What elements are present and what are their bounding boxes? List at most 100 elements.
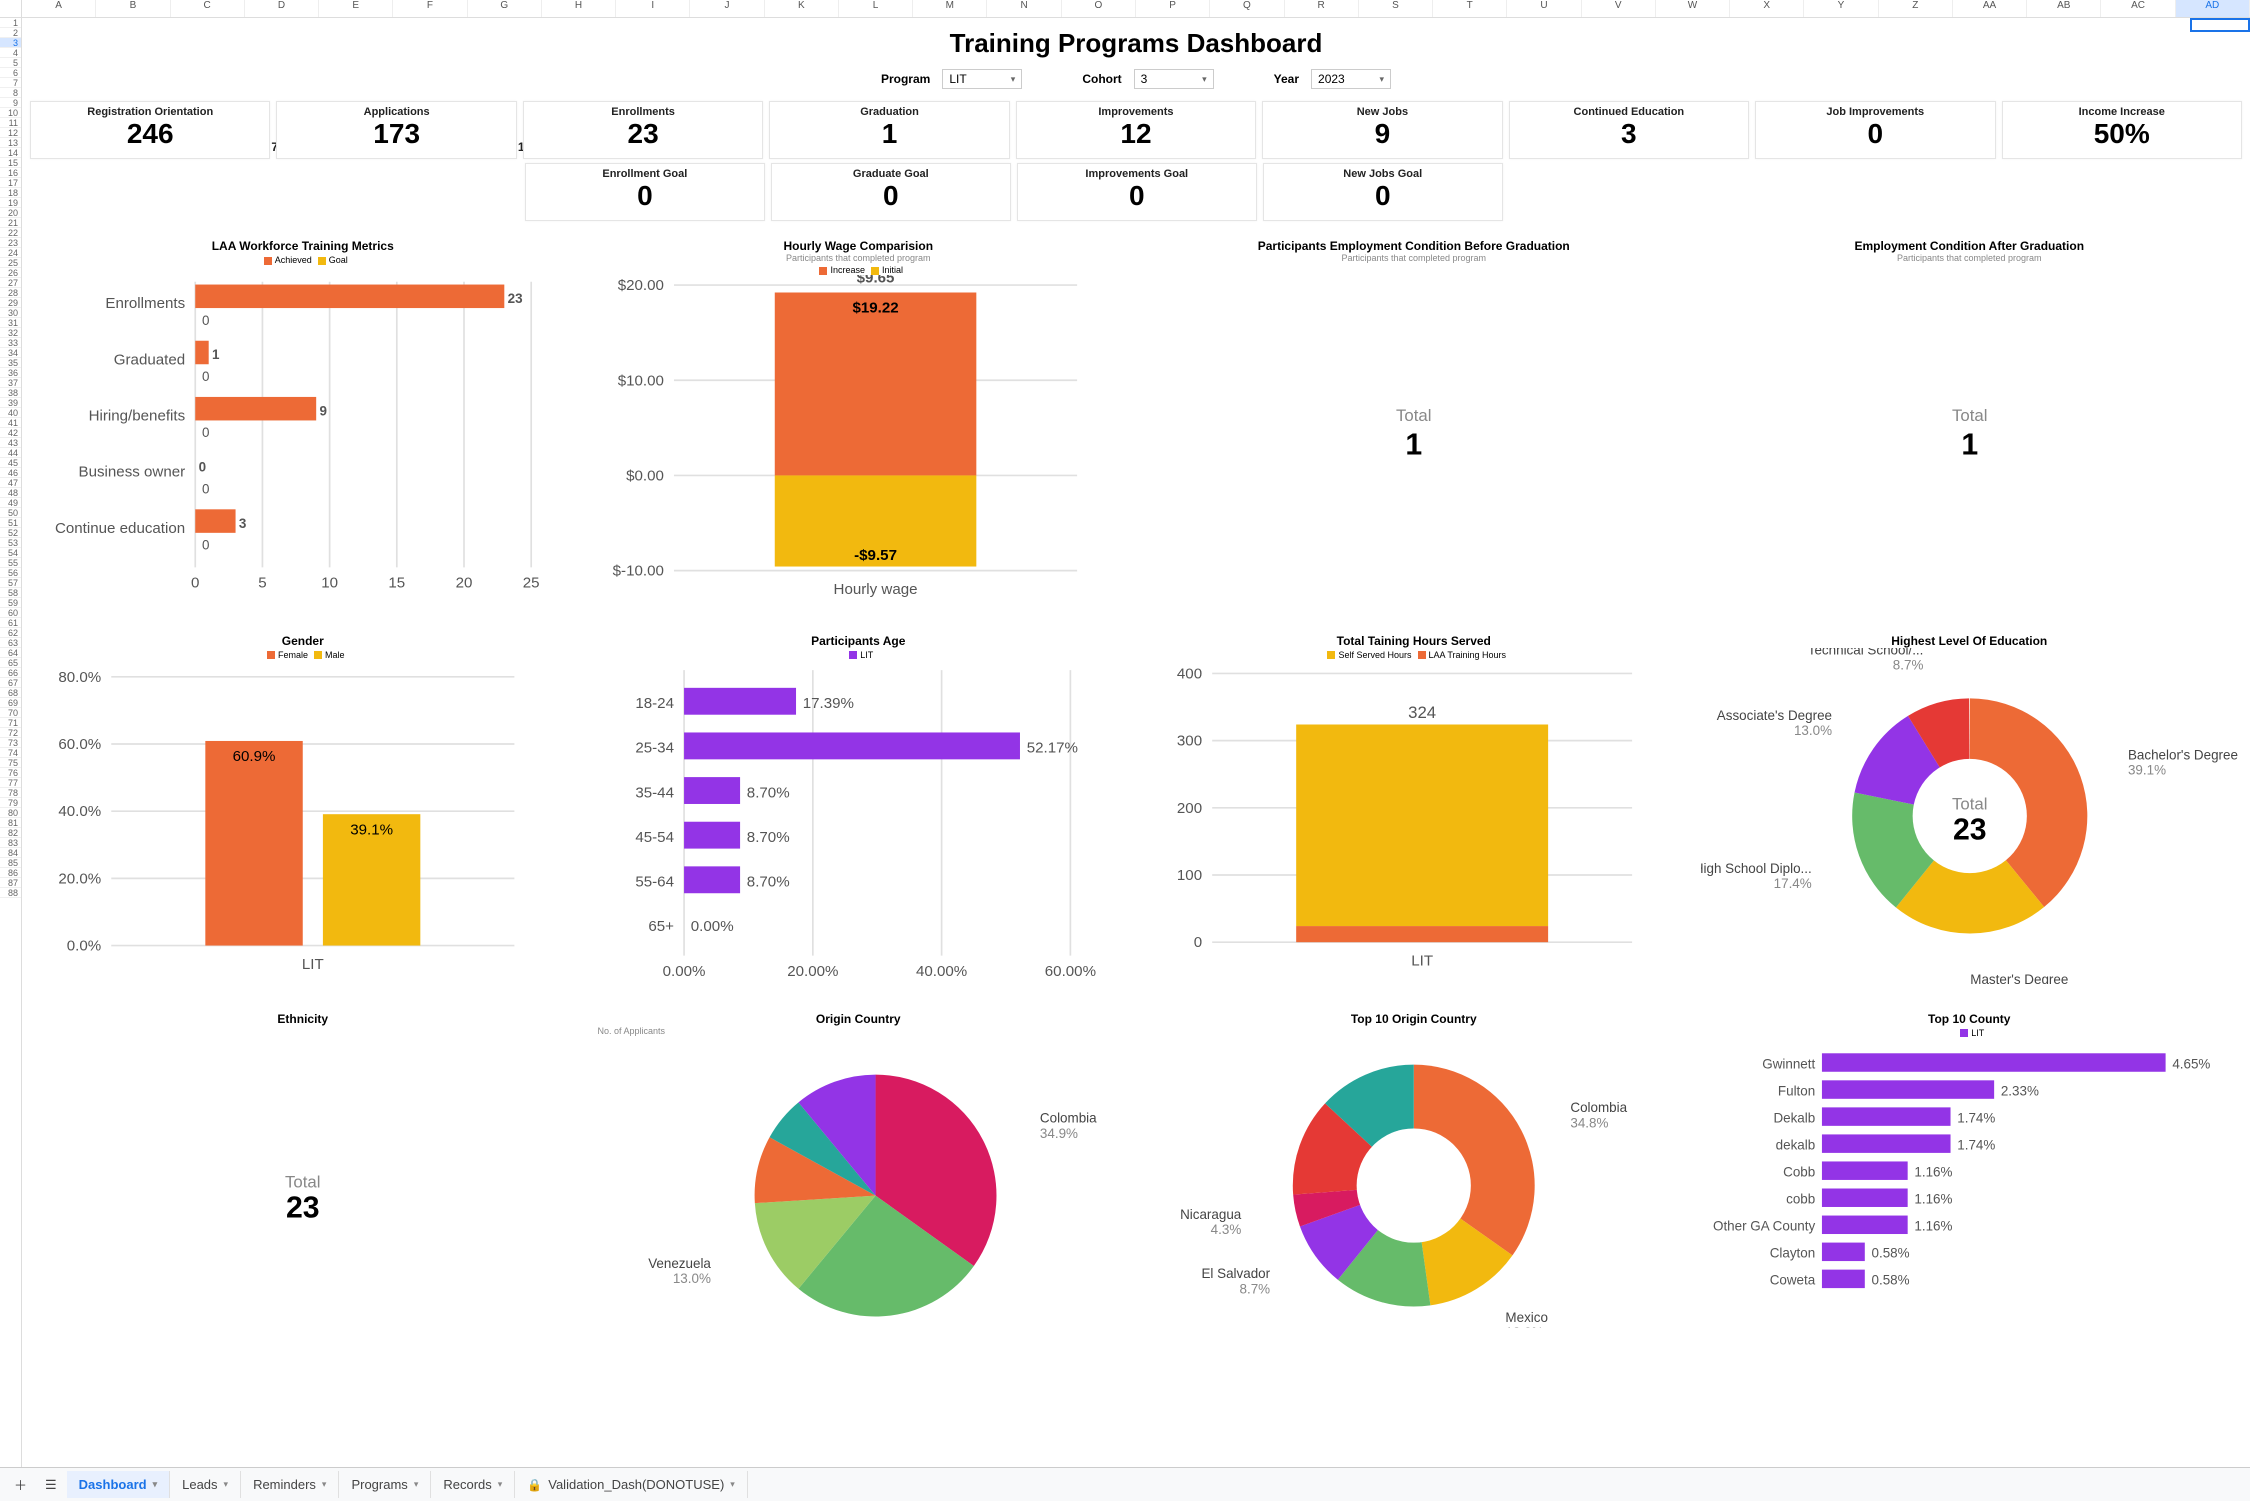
svg-text:34.9%: 34.9% [1039,1125,1077,1140]
svg-text:Total: Total [1396,406,1431,425]
svg-text:100: 100 [1177,867,1202,884]
svg-text:0.0%: 0.0% [67,937,101,954]
year-select[interactable]: 2023▾ [1311,69,1391,89]
svg-text:60.00%: 60.00% [1044,963,1095,980]
svg-text:80.0%: 80.0% [58,669,101,686]
svg-text:34.8%: 34.8% [1570,1115,1608,1130]
kpi-card: Enrollments234% [523,101,763,159]
svg-text:$9.65: $9.65 [856,275,894,286]
svg-text:-$9.57: -$9.57 [854,547,897,564]
chevron-down-icon: ▾ [1011,74,1016,85]
svg-text:13.0%: 13.0% [1793,723,1831,738]
kpi-card: Improvements12 [1016,101,1256,159]
chevron-down-icon: ▾ [224,1479,229,1490]
add-sheet-button[interactable]: ＋ [6,1469,35,1500]
svg-text:23: 23 [1952,813,1986,846]
cohort-select[interactable]: 3▾ [1134,69,1214,89]
age-chart: Participants Age LIT 0.00%20.00%40.00%60… [586,630,1132,998]
svg-text:45-54: 45-54 [635,829,674,846]
svg-text:13.0%: 13.0% [672,1271,710,1286]
gender-chart: Gender FemaleMale 0.0%20.0%40.0%60.0%80.… [30,630,576,998]
year-label: Year [1274,72,1299,86]
svg-text:Associate's Degree: Associate's Degree [1716,708,1831,723]
svg-text:Total: Total [1952,406,1987,425]
svg-text:8.7%: 8.7% [1892,657,1923,672]
hours-chart: Total Taining Hours Served Self Served H… [1141,630,1687,998]
svg-text:$0.00: $0.00 [626,467,664,484]
lock-icon: 🔒 [527,1478,542,1492]
svg-text:0: 0 [202,481,209,496]
svg-text:1.74%: 1.74% [1957,1137,1995,1152]
svg-text:Hourly wage: Hourly wage [833,581,917,598]
svg-text:Bachelor's Degree: Bachelor's Degree [2127,747,2237,762]
svg-text:Total: Total [285,1172,320,1191]
all-sheets-button[interactable]: ☰ [37,1471,65,1499]
sheet-tab[interactable]: 🔒Validation_Dash(DONOTUSE)▾ [515,1471,748,1498]
svg-text:8.70%: 8.70% [746,829,789,846]
top10-origin-chart: Top 10 Origin Country Colombia34.8%Mexic… [1141,1008,1687,1330]
svg-text:0: 0 [191,575,199,592]
svg-text:$20.00: $20.00 [617,277,663,294]
svg-text:40.0%: 40.0% [58,803,101,820]
kpi-card: Registration Orientation24670% [30,101,270,159]
edu-chart: Highest Level Of Education Total23Bachel… [1697,630,2243,998]
sheet-tabs: ＋ ☰ Dashboard▾Leads▾Reminders▾Programs▾R… [0,1467,2250,1501]
sheet-tab[interactable]: Leads▾ [170,1471,241,1498]
svg-text:20.0%: 20.0% [58,870,101,887]
origin-pie-chart: Origin Country No. of Applicants Colombi… [586,1008,1132,1330]
sheet-tab[interactable]: Records▾ [431,1471,515,1498]
svg-text:$-10.00: $-10.00 [612,563,663,580]
sheet-tab[interactable]: Reminders▾ [241,1471,339,1498]
svg-text:25-34: 25-34 [635,739,674,756]
sheet-tab[interactable]: Dashboard▾ [67,1471,170,1498]
svg-text:$10.00: $10.00 [617,372,663,389]
svg-text:0: 0 [202,369,209,384]
svg-text:Mexico: Mexico [1505,1310,1548,1325]
svg-text:Hiring/benefits: Hiring/benefits [89,407,186,424]
svg-text:17.39%: 17.39% [802,695,853,712]
svg-text:0: 0 [202,538,209,553]
chevron-down-icon: ▾ [153,1479,158,1490]
svg-text:18-24: 18-24 [635,695,674,712]
chevron-down-icon: ▾ [498,1479,503,1490]
svg-text:dekalb: dekalb [1775,1137,1815,1152]
chevron-down-icon: ▾ [1202,74,1207,85]
dashboard-title: Training Programs Dashboard [30,28,2242,59]
sheet-tab[interactable]: Programs▾ [339,1471,431,1498]
chevron-down-icon: ▾ [414,1479,419,1490]
svg-text:0: 0 [202,425,209,440]
svg-text:1.16%: 1.16% [1914,1191,1952,1206]
svg-text:2.33%: 2.33% [2000,1083,2038,1098]
svg-text:55-64: 55-64 [635,873,674,890]
svg-text:Continue education: Continue education [55,520,185,537]
svg-text:20: 20 [456,575,473,592]
svg-text:25: 25 [523,575,540,592]
filter-bar: Program LIT▾ Cohort 3▾ Year 2023▾ [30,69,2242,89]
svg-text:El Salvador: El Salvador [1201,1266,1270,1281]
svg-text:Total: Total [1952,794,1987,813]
svg-text:8.70%: 8.70% [746,873,789,890]
svg-text:0: 0 [199,460,206,475]
top10-county-chart: Top 10 County LIT Gwinnett4.65%Fulton2.3… [1697,1008,2243,1330]
goal-card: Graduate Goal0 [771,163,1011,221]
svg-text:4.65%: 4.65% [2172,1056,2210,1071]
svg-text:Coweta: Coweta [1769,1272,1815,1287]
svg-text:Master's Degree: Master's Degree [1970,972,2068,984]
svg-text:Venezuela: Venezuela [1304,1327,1367,1328]
kpi-card: Job Improvements0 [1755,101,1995,159]
metrics-chart: LAA Workforce Training Metrics AchievedG… [30,235,576,620]
svg-text:35-44: 35-44 [635,784,674,801]
svg-text:Dekalb: Dekalb [1773,1110,1815,1125]
svg-text:8.7%: 8.7% [1240,1281,1271,1296]
svg-text:13.0%: 13.0% [1505,1325,1543,1328]
svg-text:52.17%: 52.17% [1026,739,1077,756]
svg-text:Graduated: Graduated [114,351,185,368]
goal-card: Enrollment Goal0 [525,163,765,221]
svg-text:23: 23 [286,1191,320,1224]
chevron-down-icon: ▾ [322,1479,327,1490]
svg-text:39.1%: 39.1% [350,821,393,838]
svg-text:Colombia: Colombia [1570,1100,1627,1115]
program-select[interactable]: LIT▾ [942,69,1022,89]
cohort-label: Cohort [1082,72,1121,86]
svg-text:8.70%: 8.70% [746,784,789,801]
